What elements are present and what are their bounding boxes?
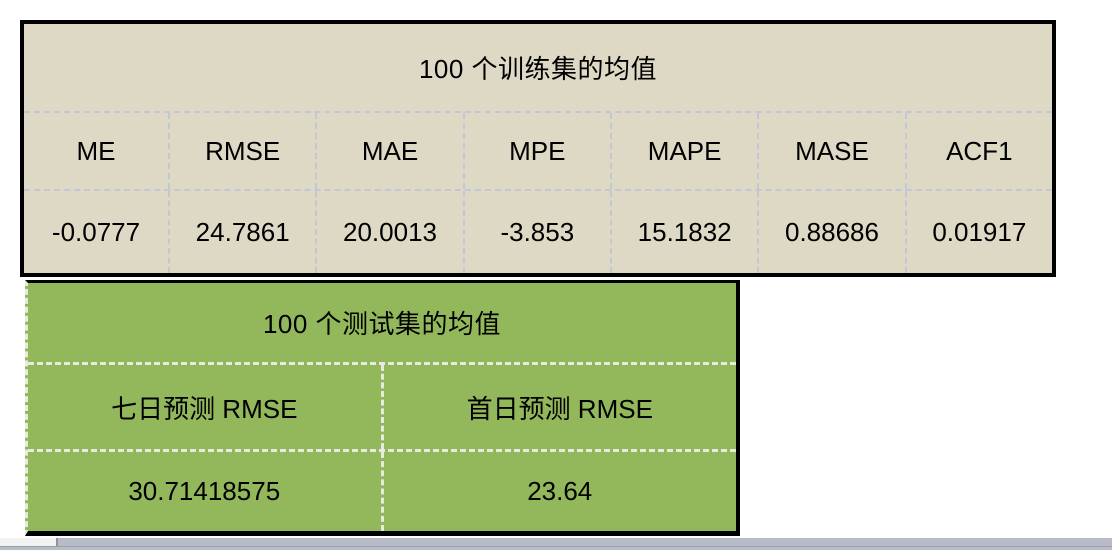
bottom-row-header-cell: [0, 538, 58, 546]
training-header-me: ME: [24, 113, 170, 189]
training-value-mpe: -3.853: [465, 191, 612, 273]
test-value-seven-day-rmse: 30.71418575: [28, 452, 384, 531]
test-header-first-day-rmse: 首日预测 RMSE: [466, 393, 653, 424]
test-set-table-title: 100 个测试集的均值: [28, 283, 736, 365]
training-header-mpe: MPE: [465, 113, 612, 189]
training-value-me: -0.0777: [24, 191, 170, 273]
training-header-mase: MASE: [759, 113, 907, 189]
training-value-mape: 15.1832: [612, 191, 760, 273]
test-set-value-row: 30.71418575 23.64: [28, 452, 736, 531]
training-header-mape: MAPE: [612, 113, 760, 189]
training-value-mase: 0.88686: [759, 191, 907, 273]
training-header-mae: MAE: [317, 113, 465, 189]
test-value-first-day-rmse: 23.64: [527, 476, 593, 506]
test-set-table: 100 个测试集的均值 七日预测 RMSE 首日预测 RMSE 30.71418…: [25, 280, 740, 536]
test-header-seven-day-rmse: 七日预测 RMSE: [28, 365, 384, 449]
training-value-rmse: 24.7861: [170, 191, 318, 273]
training-set-table: 100 个训练集的均值 ME RMSE MAE MPE MAPE MASE AC…: [20, 20, 1056, 277]
bottom-chrome-divider: [0, 546, 1112, 547]
training-value-acf1: 0.01917: [932, 216, 1027, 247]
training-set-table-title: 100 个训练集的均值: [24, 24, 1052, 113]
training-set-header-row: ME RMSE MAE MPE MAPE MASE ACF1: [24, 113, 1052, 191]
training-header-rmse: RMSE: [170, 113, 318, 189]
training-header-acf1: ACF1: [946, 135, 1013, 166]
training-set-value-row: -0.0777 24.7861 20.0013 -3.853 15.1832 0…: [24, 191, 1052, 273]
training-value-mae: 20.0013: [317, 191, 465, 273]
bottom-chrome-strip: [0, 538, 1112, 550]
test-set-header-row: 七日预测 RMSE 首日预测 RMSE: [28, 365, 736, 452]
